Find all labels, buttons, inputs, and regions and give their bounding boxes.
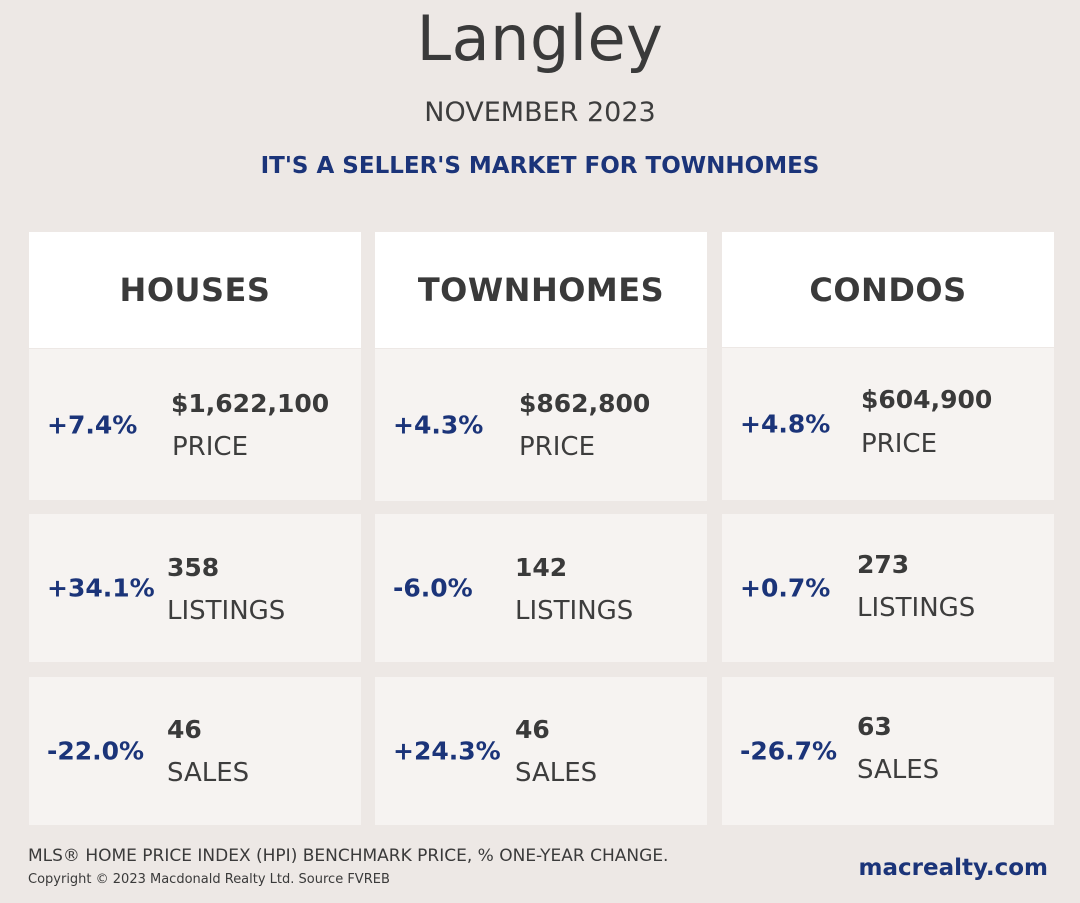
stat-label: LISTINGS [167,596,286,626]
townhomes-listings-card: -6.0% 142 LISTINGS [375,514,707,662]
stat-value: 46 [515,715,550,744]
stat-label: LISTINGS [515,596,634,626]
brand-link[interactable]: macrealty.com [858,855,1048,881]
stat-value: $1,622,100 [171,389,330,418]
stat-value: 273 [857,550,910,579]
townhomes-price-card: +4.3% $862,800 PRICE [375,349,707,501]
column-header: TOWNHOMES [375,232,707,348]
change-value: +0.7% [740,573,831,603]
townhomes-column: TOWNHOMES [375,232,707,348]
footer-note: MLS® HOME PRICE INDEX (HPI) BENCHMARK PR… [28,846,669,866]
change-value: -6.0% [393,573,473,603]
houses-listings-card: +34.1% 358 LISTINGS [29,514,361,662]
houses-price-card: +7.4% $1,622,100 PRICE [29,349,361,500]
stat-value: 63 [857,712,892,741]
change-value: +24.3% [393,736,501,766]
page-title: Langley [416,2,664,75]
market-headline: IT'S A SELLER'S MARKET FOR TOWNHOMES [260,153,820,179]
stat-label: SALES [515,758,598,788]
change-value: +4.8% [740,409,831,439]
stat-label: LISTINGS [857,593,976,623]
report-date: NOVEMBER 2023 [424,97,656,128]
change-value: -26.7% [740,736,838,766]
stat-value: $862,800 [519,389,651,418]
condos-column: CONDOS [722,232,1054,347]
condos-sales-card: -26.7% 63 SALES [722,677,1054,825]
stat-label: PRICE [861,429,937,459]
stat-label: PRICE [172,432,248,462]
condos-price-card: +4.8% $604,900 PRICE [722,348,1054,500]
houses-column: HOUSES [29,232,361,348]
column-header: CONDOS [722,232,1054,347]
stat-value: 358 [167,553,220,582]
stat-value: 142 [515,553,568,582]
stat-label: SALES [857,755,940,785]
houses-sales-card: -22.0% 46 SALES [29,677,361,825]
change-value: -22.0% [47,736,145,766]
stat-label: PRICE [519,432,595,462]
townhomes-sales-card: +24.3% 46 SALES [375,677,707,825]
change-value: +7.4% [47,410,138,439]
change-value: +4.3% [393,410,484,440]
stat-value: 46 [167,715,202,744]
copyright-text: Copyright © 2023 Macdonald Realty Ltd. S… [28,872,390,887]
column-header: HOUSES [29,232,361,348]
stat-label: SALES [167,758,250,788]
change-value: +34.1% [47,573,155,603]
stat-value: $604,900 [861,385,993,414]
condos-listings-card: +0.7% 273 LISTINGS [722,514,1054,662]
